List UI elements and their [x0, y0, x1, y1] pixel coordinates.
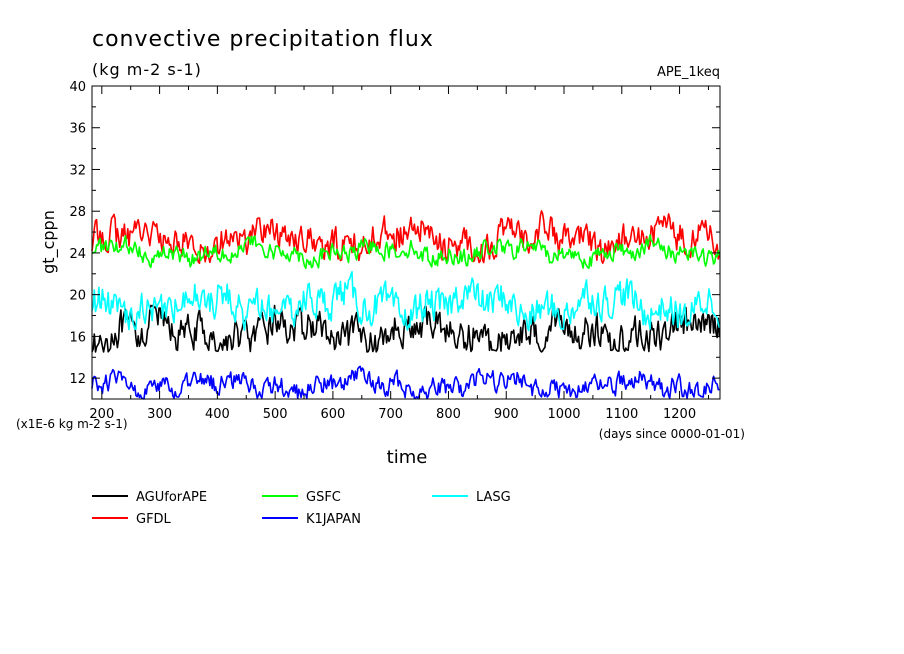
- x-tick-label: 1200: [663, 407, 696, 422]
- y-axis-label: gt_cppn: [39, 210, 59, 274]
- legend-item-k1japan: K1JAPAN: [262, 512, 361, 527]
- x-axis-label: time: [387, 447, 428, 468]
- x-tick-label: 400: [205, 407, 230, 422]
- x-tick-label: 200: [89, 407, 114, 422]
- y-tick-label: 28: [69, 205, 86, 220]
- legend-label: GFDL: [136, 512, 172, 527]
- series-line-lasg: [91, 270, 721, 332]
- legend-label: GSFC: [306, 490, 341, 505]
- x-tick-label: 1000: [547, 407, 580, 422]
- x-tick-label: 1100: [605, 407, 638, 422]
- y-tick-label: 20: [69, 289, 86, 304]
- legend-label: AGUforAPE: [136, 490, 207, 505]
- series-layer: [91, 210, 721, 400]
- legend-item-gsfc: GSFC: [262, 490, 341, 505]
- x-tick-label: 900: [494, 407, 519, 422]
- x-tick-label: 600: [321, 407, 346, 422]
- x-tick-label: 300: [147, 407, 172, 422]
- chart-title: convective precipitation flux: [92, 27, 434, 52]
- y-unit-note: (x1E-6 kg m-2 s-1): [16, 417, 128, 431]
- legend-item-lasg: LASG: [432, 490, 511, 505]
- y-tick-label: 36: [69, 122, 86, 137]
- legend-label: LASG: [476, 490, 511, 505]
- x-tick-label: 500: [263, 407, 288, 422]
- series-line-gfdl: [91, 210, 721, 265]
- plot-frame: [91, 85, 721, 400]
- x-tick-label: 800: [436, 407, 461, 422]
- x-unit-note: (days since 0000-01-01): [599, 427, 745, 441]
- series-line-gsfc: [91, 234, 721, 270]
- x-tick-label: 700: [378, 407, 403, 422]
- legend-item-aguforape: AGUforAPE: [92, 490, 207, 505]
- y-tick-label: 24: [69, 247, 86, 262]
- legend: AGUforAPE GFDL GSFC K1JAPAN LASG: [92, 490, 511, 527]
- series-line-k1japan: [91, 365, 720, 400]
- y-tick-label: 40: [69, 80, 86, 95]
- ticks-layer: 200 300 400 500 600 700 800 900 1000 1100 1200 12 16…: [69, 80, 720, 422]
- chart-tag: APE_1keq: [657, 65, 720, 80]
- legend-label: K1JAPAN: [306, 512, 361, 527]
- y-tick-label: 12: [69, 372, 86, 387]
- legend-item-gfdl: GFDL: [92, 512, 172, 527]
- y-tick-label: 32: [69, 163, 86, 178]
- y-tick-label: 16: [69, 330, 86, 345]
- chart-subtitle: (kg m-2 s-1): [92, 60, 202, 79]
